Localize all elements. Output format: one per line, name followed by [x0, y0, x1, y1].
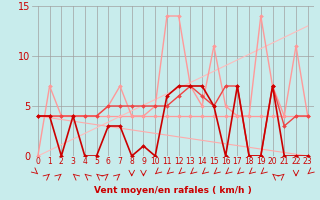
- X-axis label: Vent moyen/en rafales ( km/h ): Vent moyen/en rafales ( km/h ): [94, 186, 252, 195]
